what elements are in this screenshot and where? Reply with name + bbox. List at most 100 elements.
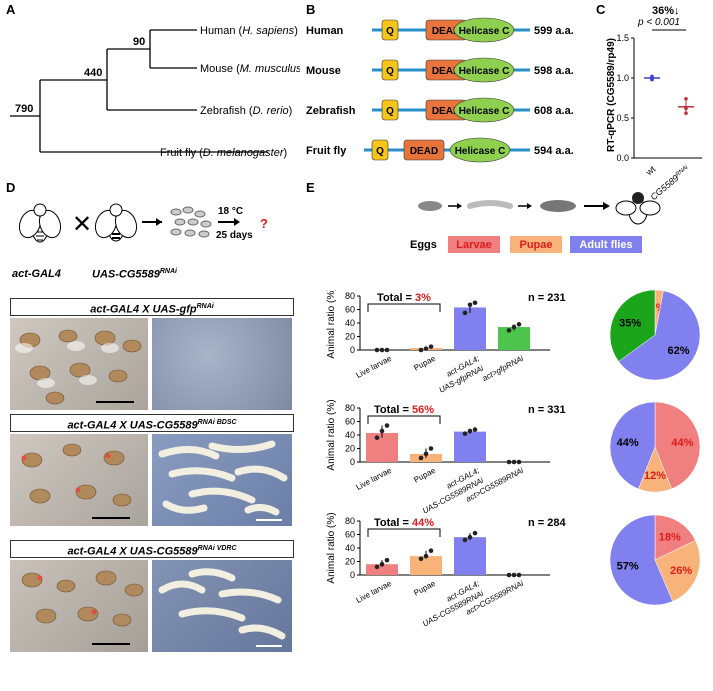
- q-motif-box: [381, 59, 399, 81]
- qpcr-ytick-label: 1.5: [616, 33, 629, 43]
- photo-title-gfp: act-GAL4 X UAS-gfpRNAi: [10, 298, 294, 316]
- e-point: [516, 322, 522, 327]
- e-point: [384, 347, 390, 353]
- photo-adult-flies-bdsc: [10, 434, 148, 526]
- e-xtick-label: Pupae: [412, 354, 437, 373]
- species-fruitfly: Fruit fly (D. melanogaster): [160, 147, 287, 159]
- e-ytick-label: 60: [345, 530, 355, 540]
- e-bar: [410, 453, 442, 462]
- larva-icon: [467, 200, 513, 209]
- qpcr-chart: 36%↓ p < 0.001 RT-qPCR (CG5589/rp49) 0.0…: [606, 5, 702, 200]
- pie-label: 35%: [619, 317, 641, 329]
- pie-slice: [618, 290, 701, 381]
- qpcr-ytick-label: 0.5: [616, 113, 629, 123]
- e-total-label: Total = 44%: [374, 517, 434, 529]
- helicase-domain-ellipse: [453, 97, 515, 123]
- stage-pupae-box: [510, 236, 562, 253]
- photo-title-bdsc: act-GAL4 X UAS-CG5589RNAi BDSC: [10, 414, 294, 432]
- e-xtick-label: act>gfpRNAi: [481, 354, 525, 383]
- e-point: [506, 328, 512, 333]
- e-point: [374, 347, 380, 353]
- node-90: 90: [133, 36, 145, 48]
- lifecycle-scheme: Eggs Larvae Pupae Adult flies: [410, 192, 661, 253]
- arrow-icon: [234, 218, 240, 226]
- cross-symbol: ✕: [72, 211, 92, 238]
- protein-length: 594 a.a.: [534, 145, 574, 157]
- cross-question: ?: [260, 216, 268, 231]
- cross-days: 25 days: [216, 230, 253, 241]
- species-mouse: Mouse (M. musculus): [200, 63, 300, 75]
- e-ytick-label: 40: [345, 318, 355, 328]
- e-point: [516, 572, 522, 578]
- qpcr-ytick-label: 1.0: [616, 73, 629, 83]
- pie-slice: [609, 401, 656, 490]
- domain-row-name: Human: [306, 25, 344, 37]
- helicase-domain-ellipse: [453, 17, 515, 43]
- stage-eggs: Eggs: [410, 239, 437, 251]
- e-point: [462, 431, 468, 436]
- phylogenetic-tree: Human (H. sapiens) Mouse (M. musculus) Z…: [10, 25, 300, 159]
- female-fly-icon: [18, 203, 62, 243]
- dead-domain-label: DEAD: [432, 26, 460, 37]
- helicase-domain-label: Helicase C: [459, 66, 510, 77]
- pie-slice: [609, 290, 656, 362]
- photo-larvae-bdsc: [152, 434, 292, 526]
- stage-adult: Adult flies: [579, 239, 632, 251]
- e-ytick-label: 80: [345, 403, 355, 413]
- male-fly-icon: [94, 203, 138, 242]
- pie-slice: [654, 514, 696, 561]
- e-xtick-label: Live larvae: [355, 579, 394, 605]
- photo-title-vdrc: act-GAL4 X UAS-CG5589RNAi VDRC: [10, 540, 294, 558]
- e-point: [418, 556, 424, 562]
- dead-domain-box: [403, 139, 445, 161]
- domain-row-name: Zebrafish: [306, 105, 356, 117]
- helicase-domain-label: Helicase C: [459, 26, 510, 37]
- e-bar: [454, 537, 486, 575]
- e-bar: [410, 556, 442, 575]
- e-point: [423, 346, 429, 351]
- e-xtick-label: Pupae: [412, 466, 437, 485]
- qpcr-ytick-label: 0.0: [616, 153, 629, 163]
- photo-larvae-vdrc: [152, 560, 292, 652]
- q-motif-label: Q: [386, 66, 394, 77]
- e-bar: [498, 327, 530, 350]
- panel-b-label: B: [306, 2, 316, 17]
- qpcr-point: [684, 111, 688, 115]
- e-point: [472, 530, 478, 536]
- e-ytick-label: 80: [345, 291, 355, 301]
- e-point: [516, 459, 522, 465]
- q-motif-label: Q: [386, 26, 394, 37]
- e-bar: [454, 431, 486, 462]
- e-point: [374, 564, 380, 570]
- e-xtick-label: Live larvae: [355, 354, 394, 380]
- qpcr-pvalue: p < 0.001: [637, 17, 680, 28]
- qpcr-xlabel: wt: [643, 164, 657, 178]
- cross-left-genotype: act-GAL4: [12, 268, 61, 280]
- cross-temp: 18 °C: [218, 206, 243, 217]
- e-total-label: Total = 56%: [374, 404, 434, 416]
- species-human: Human (H. sapiens): [200, 25, 298, 37]
- e-point: [423, 451, 429, 457]
- e-bar: [366, 564, 398, 575]
- e-ytick-label: 40: [345, 430, 355, 440]
- e-ytick-label: 20: [345, 444, 355, 454]
- egg-icon: [418, 201, 442, 211]
- pie-label: 18%: [659, 531, 681, 543]
- stage-larvae: Larvae: [456, 239, 491, 251]
- e-ylabel: Animal ratio (%): [326, 512, 337, 583]
- helicase-domain-label: Helicase C: [455, 146, 506, 157]
- e-ytick-label: 80: [345, 516, 355, 526]
- protein-length: 608 a.a.: [534, 105, 574, 117]
- e-point: [472, 427, 478, 432]
- e-xtick-label: Pupae: [412, 579, 437, 598]
- q-motif-label: Q: [376, 146, 384, 157]
- panel-d-label: D: [6, 180, 16, 195]
- pie-label: 12%: [644, 470, 666, 482]
- panel-a-label: A: [6, 2, 16, 17]
- e-point: [384, 423, 390, 428]
- e-total-bracket: [367, 303, 441, 312]
- qpcr-percent: 36%↓: [652, 5, 680, 17]
- e-bar: [366, 432, 398, 462]
- e-point: [511, 459, 517, 465]
- pie-label: 62%: [668, 345, 690, 357]
